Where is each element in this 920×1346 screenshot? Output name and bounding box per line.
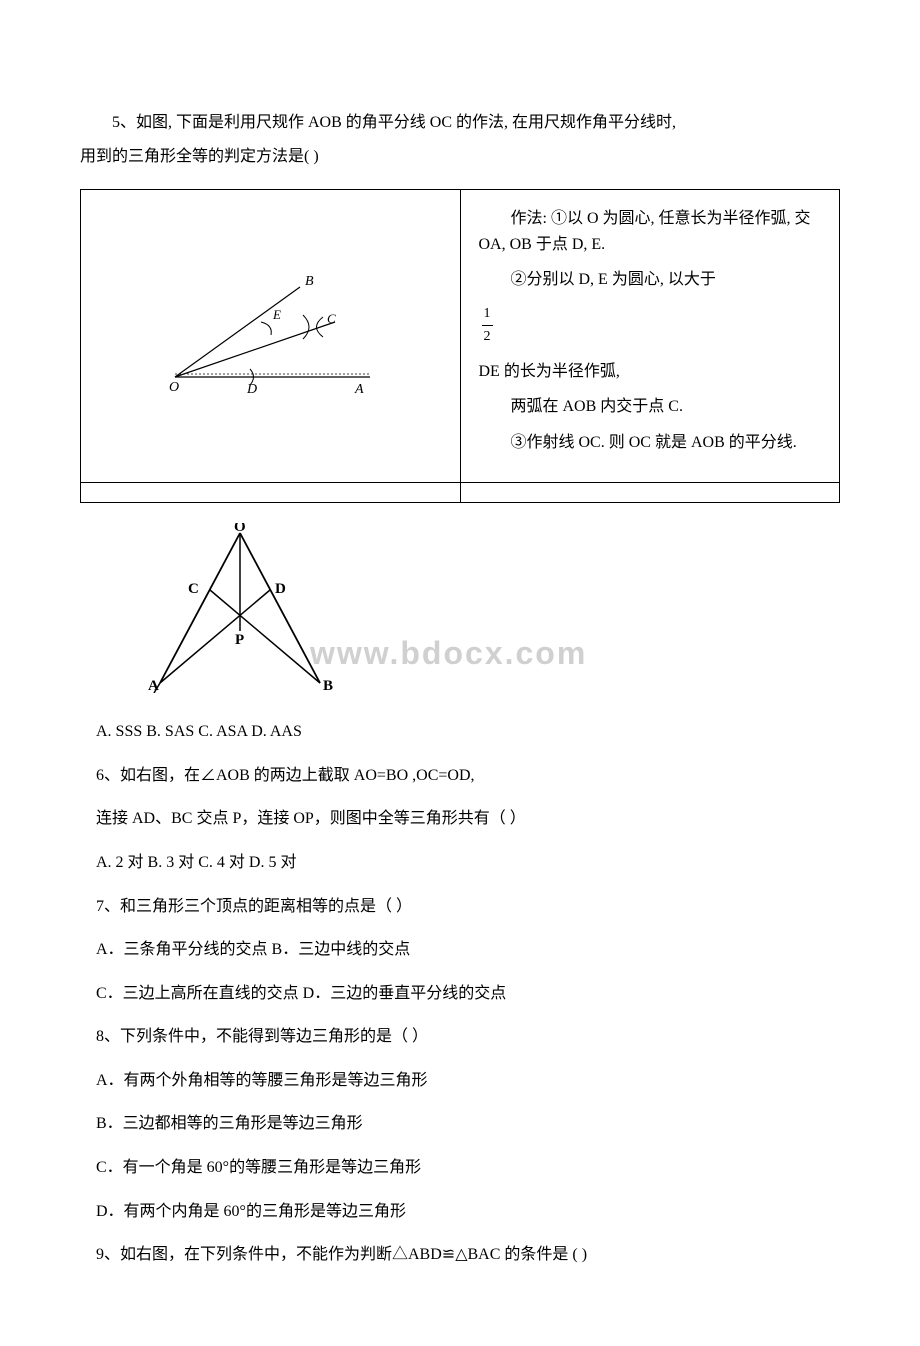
q7-text: 7、和三角形三个顶点的距离相等的点是（ ） [80,894,840,920]
step3-line1: DE 的长为半径作弧, [479,359,822,385]
q8-optb: B．三边都相等的三角形是等边三角形 [80,1111,840,1137]
q6-line2: 连接 AD、BC 交点 P，连接 OP，则图中全等三角形共有（ ） [80,806,840,832]
empty-cell-1 [81,482,461,502]
step3-line2: 两弧在 AOB 内交于点 C. [479,394,822,420]
watermark-text: www.bdocx.com [310,628,587,679]
q7-optcd: C．三边上高所在直线的交点 D．三边的垂直平分线的交点 [80,981,840,1007]
label-c: C [327,311,336,326]
label-d: D [246,382,257,397]
label-c2: C [188,581,199,597]
q9-text: 9、如右图，在下列条件中，不能作为判断△ABD≌△BAC 的条件是 ( ) [80,1242,840,1268]
label-a2: A [148,678,159,693]
label-e: E [272,307,281,322]
fraction-half: 12 [479,303,822,349]
q8-optd: D．有两个内角是 60°的三角形是等边三角形 [80,1199,840,1225]
q8-optc: C．有一个角是 60°的等腰三角形是等边三角形 [80,1155,840,1181]
step2-pre: ②分别以 D, E 为圆心, 以大于 [511,271,716,288]
q7-optab: A．三条角平分线的交点 B．三边中线的交点 [80,937,840,963]
angle-bisector-figure: O D A B E C [155,267,385,406]
q5-cont: 用到的三角形全等的判定方法是( ) [80,144,840,170]
label-b2: B [323,678,333,693]
label-a: A [354,382,364,397]
step4-text: ③作射线 OC. 则 OC 就是 AOB 的平分线. [479,430,822,456]
step2-text: ②分别以 D, E 为圆心, 以大于 [479,267,822,293]
construction-steps-cell: 作法: ①以 O 为圆心, 任意长为半径作弧, 交 OA, OB 于点 D, E… [460,190,840,482]
q8-text: 8、下列条件中，不能得到等边三角形的是（ ） [80,1024,840,1050]
construction-figure-cell: O D A B E C [81,190,461,482]
step1-text: 作法: ①以 O 为圆心, 任意长为半径作弧, 交 OA, OB 于点 D, E… [479,206,822,257]
q5-intro: 5、如图, 下面是利用尺规作 AOB 的角平分线 OC 的作法, 在用尺规作角平… [80,110,840,136]
q6-figure-container: www.bdocx.com O C D P A B [140,523,840,702]
label-p2: P [235,632,244,648]
q5-options: A. SSS B. SAS C. ASA D. AAS [80,719,840,745]
label-d2: D [275,581,286,597]
label-o2: O [234,523,246,535]
label-b: B [305,274,314,289]
label-o: O [169,380,179,395]
construction-table: O D A B E C 作法: ①以 O 为圆心, 任意长为半径作弧, 交 OA… [80,189,840,502]
q6-options: A. 2 对 B. 3 对 C. 4 对 D. 5 对 [80,850,840,876]
empty-cell-2 [460,482,840,502]
q6-line1: 6、如右图，在∠AOB 的两边上截取 AO=BO ,OC=OD, [80,763,840,789]
q8-opta: A．有两个外角相等的等腰三角形是等边三角形 [80,1068,840,1094]
